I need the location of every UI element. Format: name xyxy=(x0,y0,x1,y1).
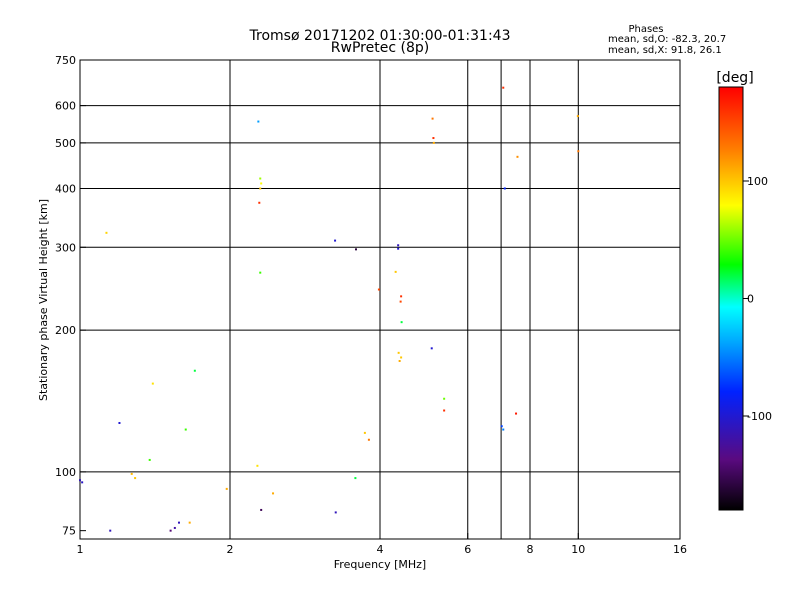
colorbar-tick-label: 100 xyxy=(747,175,768,188)
data-point xyxy=(177,521,180,524)
x-tick-label: 6 xyxy=(464,543,471,556)
data-point xyxy=(576,115,579,118)
y-tick-label: 600 xyxy=(55,100,76,113)
x-tick-label: 1 xyxy=(77,543,84,556)
data-point xyxy=(502,428,505,431)
data-point xyxy=(148,458,151,461)
data-point xyxy=(432,137,435,140)
chart-title: Tromsø 20171202 01:30:00-01:31:43 xyxy=(249,28,511,44)
stats-heading: Phases xyxy=(628,24,663,35)
data-point xyxy=(151,382,154,385)
data-point xyxy=(354,248,357,251)
data-point xyxy=(260,508,263,511)
data-point xyxy=(258,201,261,204)
data-point xyxy=(367,438,370,441)
data-point xyxy=(130,472,133,475)
data-point xyxy=(193,369,196,372)
data-point xyxy=(443,409,446,412)
x-tick-label: 8 xyxy=(527,543,534,556)
data-point xyxy=(257,120,260,123)
data-point xyxy=(184,428,187,431)
data-point xyxy=(432,141,435,144)
x-tick-label: 16 xyxy=(673,543,687,556)
data-point xyxy=(79,479,81,482)
data-point xyxy=(400,321,403,324)
data-point xyxy=(169,529,172,532)
y-axis-ticks: 75 100 200 300 400 500 600 750 xyxy=(55,54,86,538)
data-point xyxy=(443,397,446,400)
plot-area: 1 2 4 6 8 10 16 75 100 200 300 400 500 600 750 xyxy=(55,54,687,556)
data-point xyxy=(363,431,366,434)
data-point xyxy=(431,117,434,120)
data-point xyxy=(515,412,518,415)
colorbar-label: [deg] xyxy=(716,70,753,86)
colorbar: [deg] 100 0 -100 xyxy=(716,70,772,511)
y-tick-label: 75 xyxy=(62,525,76,538)
y-tick-label: 300 xyxy=(55,241,76,254)
y-tick-label: 200 xyxy=(55,324,76,337)
y-tick-label: 500 xyxy=(55,137,76,150)
x-axis-label: Frequency [MHz] xyxy=(334,558,426,571)
data-point xyxy=(500,425,503,428)
data-point xyxy=(516,155,519,158)
data-point xyxy=(105,231,108,234)
y-axis-label: Stationary phase Virtual Height [km] xyxy=(37,199,50,401)
data-point xyxy=(397,351,400,354)
stats-x-line: mean, sd,X: 91.8, 26.1 xyxy=(608,45,722,56)
colorbar-ticks: 100 0 -100 xyxy=(743,175,772,423)
data-point xyxy=(354,477,357,480)
data-point xyxy=(173,526,176,529)
data-points xyxy=(79,86,580,532)
data-point xyxy=(259,177,262,180)
data-point xyxy=(118,421,121,424)
data-point xyxy=(188,521,191,524)
y-tick-label: 400 xyxy=(55,182,76,195)
colorbar-tick-label: 0 xyxy=(747,293,754,306)
data-point xyxy=(400,356,403,359)
data-point xyxy=(502,86,505,89)
x-tick-label: 10 xyxy=(571,543,585,556)
x-tick-label: 4 xyxy=(377,543,384,556)
data-point xyxy=(260,182,263,185)
data-point xyxy=(225,487,228,490)
data-point xyxy=(334,239,337,242)
data-point xyxy=(430,347,433,350)
colorbar-gradient xyxy=(719,87,743,510)
stats-o-line: mean, sd,O: -82.3, 20.7 xyxy=(608,34,726,45)
data-point xyxy=(397,244,400,247)
colorbar-tick-label: -100 xyxy=(747,410,772,423)
chart-subtitle: RwPretec (8p) xyxy=(331,40,429,56)
data-point xyxy=(259,271,262,274)
x-tick-label: 2 xyxy=(227,543,234,556)
x-axis-ticks: 1 2 4 6 8 10 16 xyxy=(77,533,687,556)
data-point xyxy=(259,187,262,190)
data-point xyxy=(399,300,402,303)
data-point xyxy=(81,481,84,484)
data-point xyxy=(394,270,397,273)
data-point xyxy=(134,477,137,480)
data-point xyxy=(256,464,259,467)
data-point xyxy=(503,187,506,190)
data-point xyxy=(400,295,403,298)
y-tick-label: 100 xyxy=(55,466,76,479)
data-point xyxy=(577,150,580,153)
data-point xyxy=(397,247,400,250)
data-point xyxy=(398,359,401,362)
data-point xyxy=(272,492,275,495)
grid-lines xyxy=(80,60,680,539)
data-point xyxy=(109,529,112,532)
data-point xyxy=(377,288,380,291)
y-tick-label: 750 xyxy=(55,54,76,67)
data-point xyxy=(334,511,337,514)
